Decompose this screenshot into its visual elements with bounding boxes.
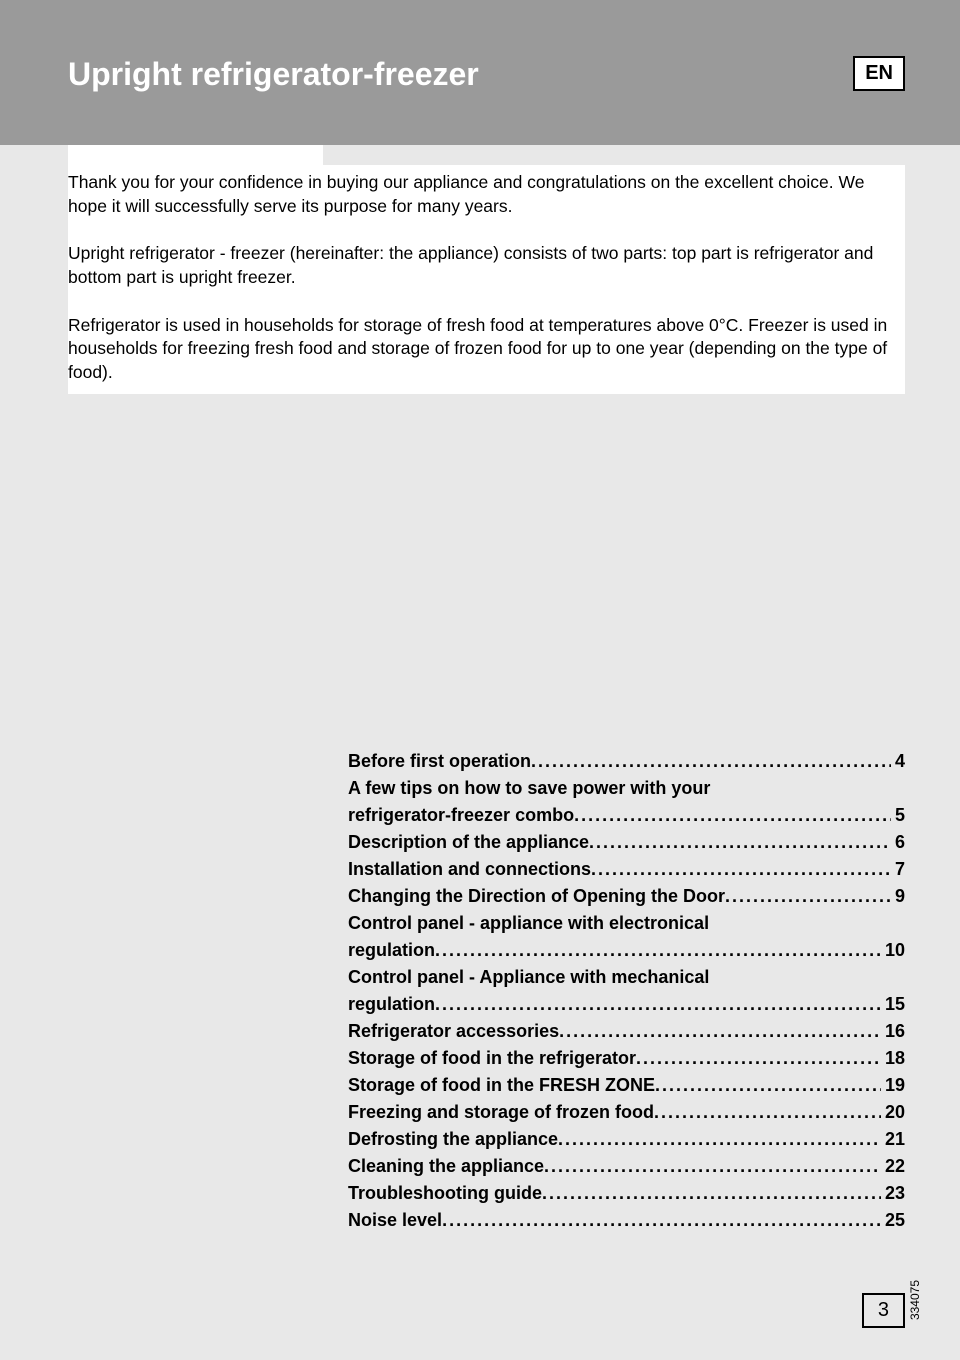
intro-paragraph-3: Refrigerator is used in households for s… [68, 314, 905, 385]
toc-leader-dots [542, 1180, 881, 1207]
header-band: Upright refrigerator-freezer EN [0, 0, 960, 145]
intro-paragraph-2: Upright refrigerator - freezer (hereinaf… [68, 242, 905, 289]
toc-label: Storage of food in the refrigerator [348, 1045, 636, 1072]
toc-leader-dots [559, 1018, 881, 1045]
toc-page: 19 [881, 1072, 905, 1099]
toc-leader-dots [574, 802, 891, 829]
toc-label: Changing the Direction of Opening the Do… [348, 883, 725, 910]
toc-leader-dots [591, 856, 891, 883]
document-id: 334075 [908, 1280, 922, 1320]
toc-label: Troubleshooting guide [348, 1180, 542, 1207]
toc-page: 21 [881, 1126, 905, 1153]
toc-page: 6 [891, 829, 905, 856]
toc-entry: Changing the Direction of Opening the Do… [348, 883, 905, 910]
toc-page: 22 [881, 1153, 905, 1180]
toc-leader-dots [442, 1207, 881, 1234]
toc-leader-dots [654, 1099, 881, 1126]
toc-page: 20 [881, 1099, 905, 1126]
toc-page: 16 [881, 1018, 905, 1045]
toc-page: 10 [881, 937, 905, 964]
toc-entry: refrigerator-freezer combo 5 [348, 802, 905, 829]
intro-text: Thank you for your confidence in buying … [68, 165, 905, 394]
toc-entry: regulation 15 [348, 991, 905, 1018]
toc-leader-dots [435, 991, 881, 1018]
toc-label: Refrigerator accessories [348, 1018, 559, 1045]
table-of-contents: Before first operation 4A few tips on how… [348, 748, 905, 1234]
intro-paragraph-1: Thank you for your confidence in buying … [68, 171, 905, 218]
toc-entry: Storage of food in the refrigerator 18 [348, 1045, 905, 1072]
toc-leader-dots [636, 1045, 881, 1072]
toc-entry: Defrosting the appliance 21 [348, 1126, 905, 1153]
toc-entry-line1: A few tips on how to save power with you… [348, 775, 905, 802]
toc-leader-dots [558, 1126, 881, 1153]
toc-leader-dots [544, 1153, 881, 1180]
toc-label: Noise level [348, 1207, 442, 1234]
toc-leader-dots [655, 1072, 881, 1099]
toc-label: Description of the appliance [348, 829, 589, 856]
toc-page: 9 [891, 883, 905, 910]
page-title: Upright refrigerator-freezer [68, 56, 960, 93]
toc-label: regulation [348, 937, 435, 964]
toc-entry: Refrigerator accessories 16 [348, 1018, 905, 1045]
toc-entry: regulation 10 [348, 937, 905, 964]
language-badge: EN [853, 56, 905, 91]
toc-leader-dots [725, 883, 891, 910]
toc-entry-line1: Control panel - appliance with electroni… [348, 910, 905, 937]
toc-label: refrigerator-freezer combo [348, 802, 574, 829]
toc-label: Installation and connections [348, 856, 591, 883]
toc-page: 5 [891, 802, 905, 829]
toc-page: 4 [891, 748, 905, 775]
toc-label: Cleaning the appliance [348, 1153, 544, 1180]
toc-entry: Installation and connections 7 [348, 856, 905, 883]
toc-page: 15 [881, 991, 905, 1018]
toc-entry: Freezing and storage of frozen food 20 [348, 1099, 905, 1126]
toc-page: 7 [891, 856, 905, 883]
toc-page: 25 [881, 1207, 905, 1234]
toc-leader-dots [589, 829, 891, 856]
toc-entry: Cleaning the appliance 22 [348, 1153, 905, 1180]
toc-page: 18 [881, 1045, 905, 1072]
toc-entry-line1: Control panel - Appliance with mechanica… [348, 964, 905, 991]
page-number: 3 [862, 1293, 905, 1328]
toc-entry: Storage of food in the FRESH ZONE 19 [348, 1072, 905, 1099]
toc-entry: Noise level 25 [348, 1207, 905, 1234]
toc-label: Defrosting the appliance [348, 1126, 558, 1153]
toc-page: 23 [881, 1180, 905, 1207]
toc-leader-dots [435, 937, 881, 964]
toc-entry: Description of the appliance 6 [348, 829, 905, 856]
toc-label: Freezing and storage of frozen food [348, 1099, 654, 1126]
toc-leader-dots [531, 748, 891, 775]
toc-label: regulation [348, 991, 435, 1018]
header-tab [68, 145, 323, 165]
toc-label: Storage of food in the FRESH ZONE [348, 1072, 655, 1099]
toc-entry: Before first operation 4 [348, 748, 905, 775]
toc-entry: Troubleshooting guide 23 [348, 1180, 905, 1207]
toc-label: Before first operation [348, 748, 531, 775]
